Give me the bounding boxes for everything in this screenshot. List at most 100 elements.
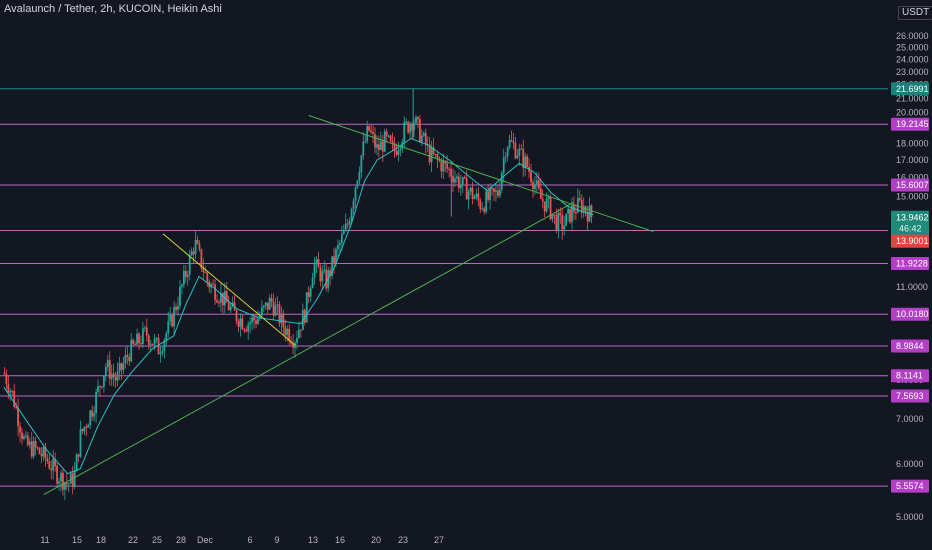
candle-body <box>50 468 53 471</box>
candle-body <box>580 200 583 213</box>
candle-body <box>124 355 127 364</box>
candle-body <box>268 297 271 310</box>
y-tick-label: 7.0000 <box>896 414 924 424</box>
candle-body <box>266 302 269 310</box>
candle-body <box>270 297 273 302</box>
candle-body <box>311 277 314 289</box>
candle-body <box>30 441 33 457</box>
candle-body <box>409 124 412 133</box>
candle-body <box>179 286 181 306</box>
candle-body <box>221 292 224 306</box>
candle-body <box>307 292 310 297</box>
candle-body <box>475 193 478 198</box>
candle-body <box>405 121 408 123</box>
candle-body <box>126 355 129 358</box>
candle-body <box>530 171 532 183</box>
trendline[interactable] <box>43 201 574 495</box>
candle-body <box>415 116 417 124</box>
candle-body <box>36 447 39 449</box>
level-price-label: 5.5574 <box>896 481 924 491</box>
candle-body <box>508 140 511 148</box>
candle-body <box>391 140 394 143</box>
candle-body <box>557 212 560 231</box>
candle-body <box>142 328 144 345</box>
candle-body <box>514 143 517 159</box>
candle-body <box>420 135 423 142</box>
candle-body <box>182 270 185 285</box>
candle-body <box>198 243 201 250</box>
candle-body <box>403 121 406 142</box>
x-tick-label: 15 <box>72 535 82 545</box>
level-price-tag <box>891 117 929 131</box>
candle-body <box>251 317 254 323</box>
candle-body <box>62 472 64 490</box>
open-price-label: 13.9001 <box>896 236 929 246</box>
level-price-tag <box>891 82 929 96</box>
y-tick-label: 11.0000 <box>896 282 928 292</box>
candle-body <box>284 327 287 336</box>
candle-body <box>342 230 345 235</box>
candle-body <box>241 318 244 330</box>
candle-body <box>260 307 263 316</box>
candle-body <box>483 208 486 212</box>
candle-body <box>387 135 390 137</box>
current-price-label: 13.9462 <box>896 213 929 223</box>
candle-body <box>395 151 398 155</box>
candle-body <box>303 310 306 323</box>
candle-body <box>60 472 62 482</box>
currency-selector[interactable]: USDT <box>898 6 932 20</box>
candle-body <box>34 440 37 448</box>
candle-body <box>192 251 195 255</box>
candle-body <box>227 302 230 311</box>
candle-body <box>372 132 374 135</box>
candle-body <box>235 310 238 322</box>
candle-body <box>448 168 451 170</box>
candle-body <box>116 371 119 381</box>
candle-body <box>196 239 199 244</box>
candle-body <box>7 384 10 393</box>
candle-body <box>329 270 332 276</box>
trendline[interactable] <box>308 115 654 233</box>
candle-body <box>38 448 41 454</box>
candle-body <box>177 305 179 310</box>
candle-body <box>348 221 351 225</box>
candle-body <box>537 180 540 189</box>
candle-body <box>21 432 23 439</box>
candle-body <box>5 373 8 385</box>
candle-body <box>212 284 215 286</box>
candle-body <box>467 191 470 200</box>
trendline[interactable] <box>162 233 296 346</box>
candle-body <box>28 441 31 446</box>
candle-body <box>272 301 275 316</box>
candle-body <box>282 313 285 328</box>
candle-body <box>493 188 495 192</box>
candle-body <box>374 134 376 148</box>
candle-body <box>253 317 255 321</box>
candle-body <box>87 425 90 428</box>
candle-body <box>309 288 312 297</box>
candle-body <box>491 188 493 190</box>
level-price-label: 19.2145 <box>896 119 929 129</box>
candle-body <box>479 200 482 210</box>
candle-body <box>71 473 74 487</box>
candle-body <box>547 196 550 199</box>
candle-body <box>446 163 449 169</box>
candle-body <box>543 201 546 212</box>
candle-body <box>138 333 140 344</box>
candle-body <box>541 198 544 202</box>
candle-body <box>259 315 261 319</box>
candle-body <box>385 131 388 136</box>
candle-body <box>393 142 396 152</box>
x-tick-label: 16 <box>335 535 345 545</box>
candle-body <box>63 482 66 490</box>
candle-body <box>175 306 177 310</box>
x-tick-label: 18 <box>96 535 106 545</box>
candle-body <box>555 215 558 231</box>
candle-body <box>75 454 78 471</box>
candle-body <box>333 256 335 264</box>
candle-body <box>165 333 168 341</box>
y-tick-label: 21.0000 <box>896 93 929 103</box>
candle-body <box>69 473 72 484</box>
candle-body <box>216 300 218 303</box>
